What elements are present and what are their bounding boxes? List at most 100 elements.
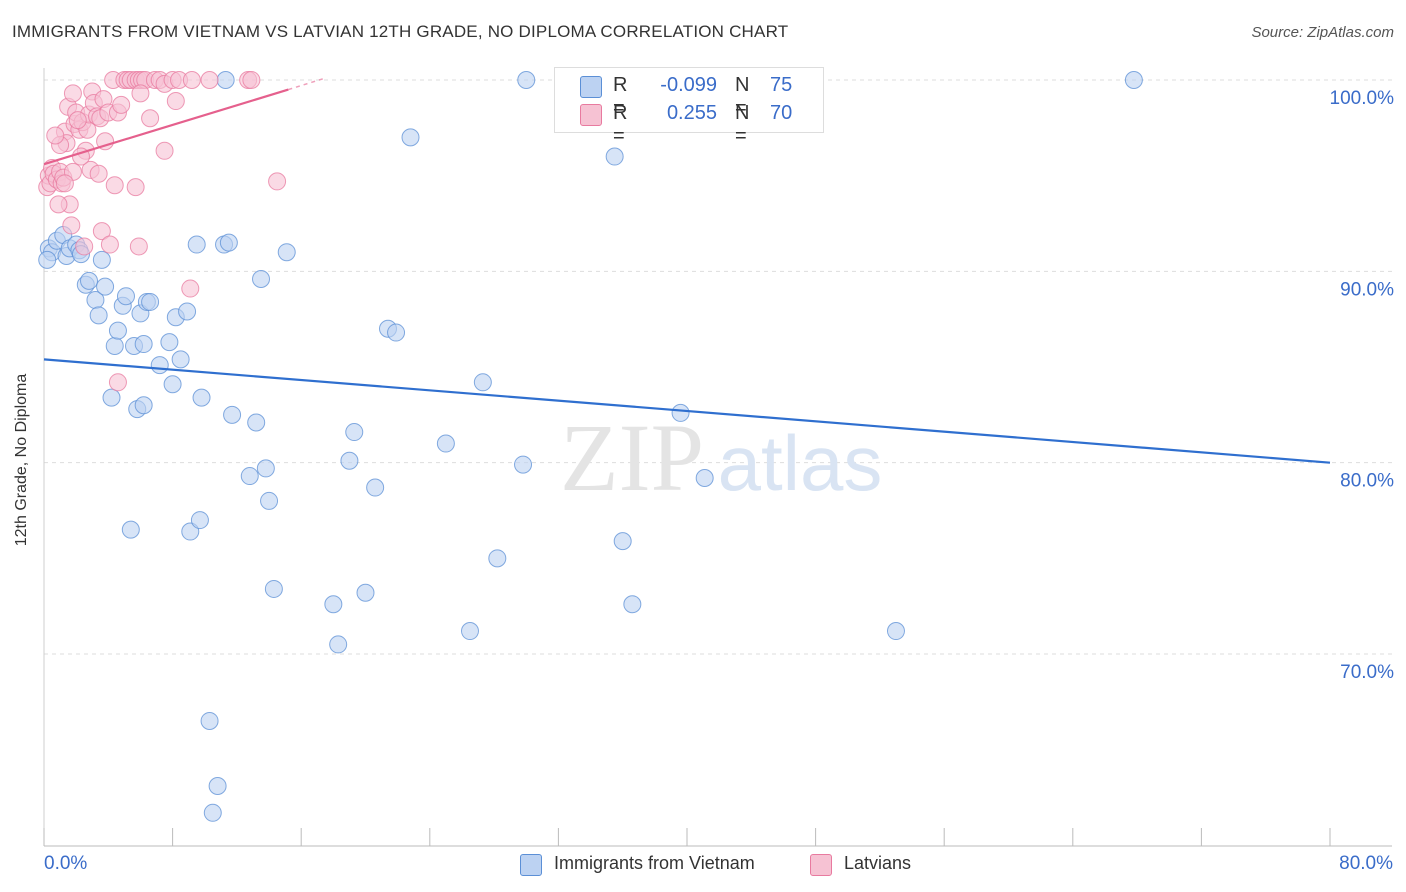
legend-swatch-blue <box>580 76 602 98</box>
vietnam-point <box>623 595 642 614</box>
latvian-point <box>100 235 119 254</box>
latvian-point <box>268 172 287 191</box>
latvian-trend-line <box>43 88 289 166</box>
source-label: Source: ZipAtlas.com <box>1251 24 1394 41</box>
grid-layer <box>44 79 1392 655</box>
axis-layer: 70.0% 80.0% 90.0% 100.0% 0.0% 80.0% <box>43 68 1395 874</box>
vietnam-point <box>192 388 211 407</box>
vietnam-point <box>436 434 455 453</box>
latvian-point <box>126 178 145 197</box>
vietnam-point <box>108 321 127 340</box>
legend-r-value: 0.255 <box>666 102 717 124</box>
latvian-trend-extension <box>288 77 326 91</box>
watermark-atlas: atlas <box>718 419 883 507</box>
y-tick-label: 70.0% <box>1340 662 1394 683</box>
vietnam-point <box>256 459 275 478</box>
latvian-point <box>105 176 124 195</box>
latvian-point <box>155 141 174 160</box>
vietnam-point <box>38 250 57 269</box>
legend-n-label: N = <box>735 102 750 147</box>
vietnam-point <box>387 323 406 342</box>
vietnam-point <box>208 777 227 796</box>
legend-label-vietnam: Immigrants from Vietnam <box>554 853 755 873</box>
latvian-point <box>200 71 219 89</box>
vietnam-point <box>488 549 507 568</box>
vietnam-point <box>216 71 235 89</box>
latvian-point <box>166 92 185 111</box>
latvian-point <box>181 279 200 298</box>
vietnam-trend-line <box>43 358 1331 464</box>
vietnam-point <box>340 451 359 470</box>
points-layer <box>38 71 1143 822</box>
latvian-point <box>55 174 74 193</box>
vietnam-point <box>203 803 222 822</box>
latvian-point <box>63 84 82 103</box>
vietnam-point <box>178 302 197 321</box>
vietnam-point <box>514 455 533 474</box>
chart-title: IMMIGRANTS FROM VIETNAM VS LATVIAN 12TH … <box>12 22 789 41</box>
latvian-point <box>89 164 108 183</box>
vietnam-point <box>219 233 238 252</box>
x-tick-label: 80.0% <box>1339 853 1393 874</box>
vietnam-point <box>105 336 124 355</box>
vietnam-point <box>1124 71 1143 89</box>
legend-r-value: -0.099 <box>660 74 717 96</box>
legend-swatch-pink <box>810 854 832 876</box>
legend-n-value: 70 <box>770 102 793 124</box>
vietnam-point <box>181 522 200 541</box>
vietnam-point <box>134 335 153 354</box>
latvian-point <box>108 373 127 392</box>
vietnam-point <box>695 468 714 487</box>
vietnam-point <box>223 405 242 424</box>
latvian-point <box>92 222 111 241</box>
vietnam-point <box>92 250 111 269</box>
vietnam-point <box>150 356 169 375</box>
latvian-point <box>182 71 201 89</box>
vietnam-point <box>171 350 190 369</box>
legend-r-label: R = <box>613 74 628 119</box>
watermark: ZIP atlas <box>560 404 882 511</box>
vietnam-point <box>116 287 135 306</box>
latvian-point <box>49 195 68 214</box>
legend-n-value: 75 <box>770 74 793 96</box>
vietnam-point <box>163 375 182 394</box>
vietnam-point <box>605 147 624 166</box>
vietnam-point <box>264 579 283 598</box>
series-legend: Immigrants from Vietnam Latvians <box>0 851 1406 877</box>
y-tick-label: 100.0% <box>1330 88 1395 109</box>
vietnam-point <box>366 478 385 497</box>
latvian-point <box>96 132 115 151</box>
vietnam-point <box>252 269 271 288</box>
vietnam-point <box>613 532 632 551</box>
y-tick-label: 90.0% <box>1340 279 1394 300</box>
vietnam-point <box>277 243 296 262</box>
vietnam-point <box>324 595 343 614</box>
latvian-point <box>112 95 131 114</box>
vietnam-point <box>89 306 108 325</box>
vietnam-point <box>160 333 179 352</box>
latvian-point <box>68 111 87 130</box>
legend-label-latvians: Latvians <box>844 853 912 873</box>
vietnam-point <box>517 71 536 89</box>
vietnam-point <box>329 635 348 654</box>
vietnam-point <box>190 511 209 530</box>
vietnam-point <box>345 423 364 442</box>
vietnam-point <box>473 373 492 392</box>
legend-swatch-blue <box>520 854 542 876</box>
vietnam-point <box>401 128 420 147</box>
legend-swatch-pink <box>580 104 602 126</box>
vietnam-point <box>134 396 153 415</box>
correlation-legend: R = -0.099 N = 75 R = 0.255 N = 70 <box>554 67 824 147</box>
latvian-point <box>242 71 261 89</box>
latvian-point <box>141 109 160 128</box>
vietnam-point <box>121 520 140 539</box>
vietnam-point <box>102 388 121 407</box>
vietnam-point <box>187 235 206 254</box>
vietnam-point <box>141 292 160 311</box>
latvian-point <box>129 237 148 256</box>
legend-n-label: N = <box>735 74 750 119</box>
vietnam-point <box>260 491 279 510</box>
legend-r-label: R = <box>613 102 628 147</box>
trend-layer <box>43 77 1331 464</box>
